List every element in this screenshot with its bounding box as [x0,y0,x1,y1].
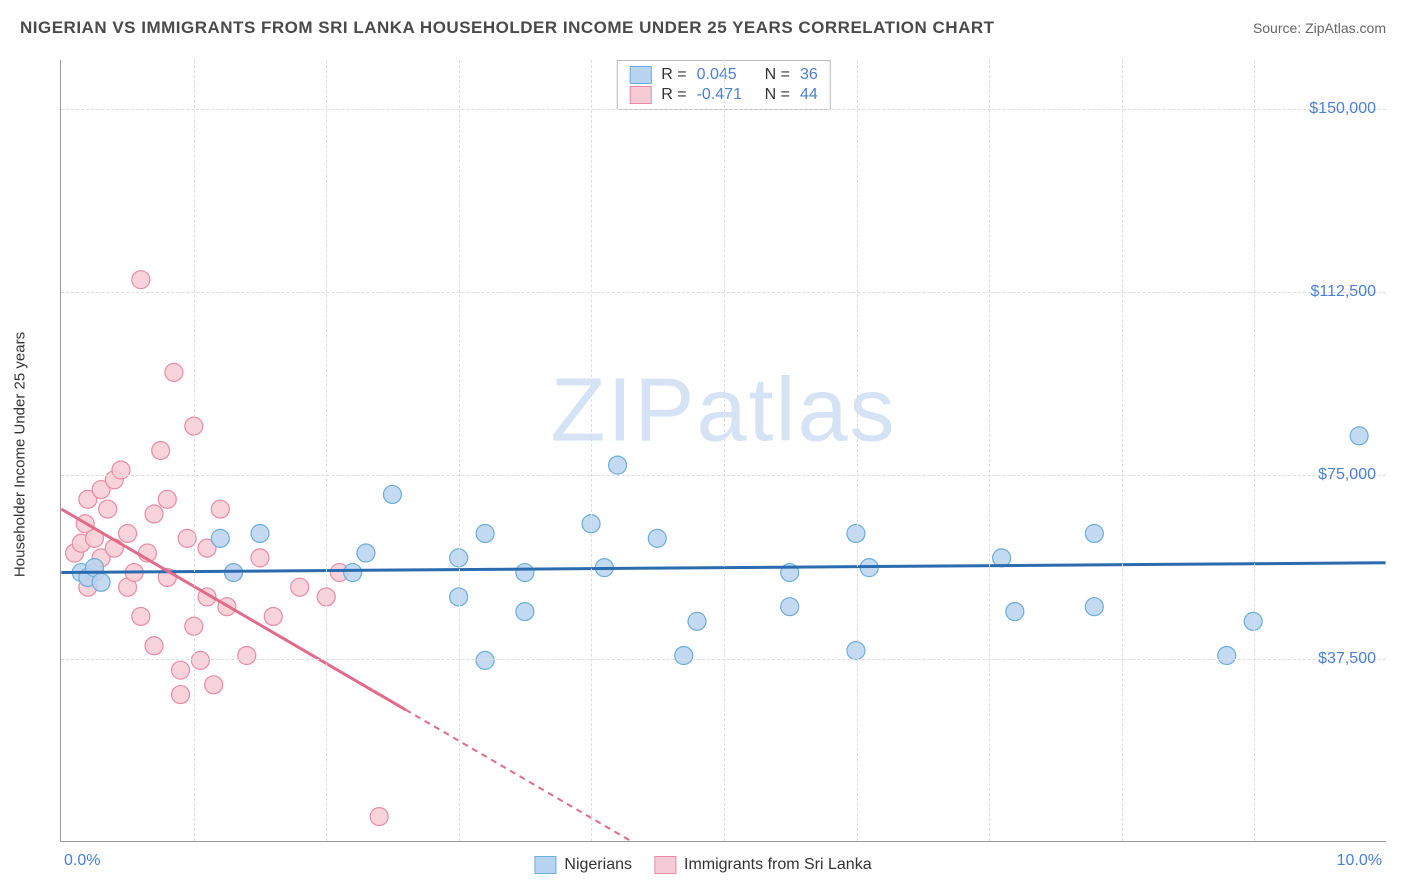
scatter-point [105,539,123,557]
scatter-point [132,271,150,289]
legend-swatch [629,86,651,104]
stats-n-label: N = [765,86,790,104]
stats-n-value: 44 [800,86,818,104]
scatter-point [1085,524,1103,542]
gridline-vertical [724,60,725,841]
legend-swatch [629,66,651,84]
scatter-point [158,490,176,508]
scatter-point [152,442,170,460]
scatter-point [291,578,309,596]
scatter-point [516,564,534,582]
scatter-point [165,363,183,381]
stats-n-value: 36 [800,66,818,84]
chart-title: NIGERIAN VS IMMIGRANTS FROM SRI LANKA HO… [20,18,995,38]
scatter-point [609,456,627,474]
gridline-vertical [989,60,990,841]
chart-plot-area: ZIPatlas R =0.045N =36R =-0.471N =44 $37… [60,60,1386,842]
legend-label: Nigerians [564,856,632,874]
scatter-point [251,524,269,542]
stats-r-label: R = [661,86,686,104]
scatter-point [476,524,494,542]
gridline-vertical [857,60,858,841]
scatter-point [119,524,137,542]
scatter-point [344,564,362,582]
scatter-point [383,485,401,503]
scatter-point [1244,612,1262,630]
scatter-point [1085,598,1103,616]
scatter-point [688,612,706,630]
y-tick-label: $75,000 [1318,466,1376,484]
y-tick-label: $112,500 [1310,283,1376,301]
scatter-point [132,607,150,625]
scatter-point [145,637,163,655]
gridline-vertical [194,60,195,841]
scatter-point [211,500,229,518]
scatter-point [172,661,190,679]
gridline-vertical [1122,60,1123,841]
stats-r-value: 0.045 [697,66,755,84]
gridline-vertical [459,60,460,841]
source-attribution: Source: ZipAtlas.com [1253,20,1386,36]
gridline-vertical [326,60,327,841]
scatter-point [648,529,666,547]
legend-label: Immigrants from Sri Lanka [684,856,872,874]
scatter-point [205,676,223,694]
scatter-point [476,651,494,669]
trend-line [61,509,405,710]
stats-r-value: -0.471 [697,86,755,104]
x-axis-max-label: 10.0% [1337,852,1382,870]
scatter-point [92,573,110,591]
legend-item: Nigerians [534,856,632,874]
x-axis-min-label: 0.0% [64,852,100,870]
scatter-point [145,505,163,523]
scatter-point [781,598,799,616]
scatter-point [99,500,117,518]
scatter-point [675,647,693,665]
scatter-point [264,607,282,625]
legend-item: Immigrants from Sri Lanka [654,856,872,874]
scatter-point [1350,427,1368,445]
scatter-point [211,529,229,547]
scatter-point [251,549,269,567]
scatter-point [1218,647,1236,665]
trend-line-dashed [406,710,631,841]
gridline-vertical [591,60,592,841]
legend-swatch [654,856,676,874]
scatter-point [238,647,256,665]
series-legend: Nigerians Immigrants from Sri Lanka [534,856,871,874]
y-tick-label: $150,000 [1309,100,1376,118]
scatter-point [172,686,190,704]
y-tick-label: $37,500 [1318,650,1376,668]
gridline-vertical [1254,60,1255,841]
scatter-point [370,808,388,826]
scatter-point [1006,603,1024,621]
stats-r-label: R = [661,66,686,84]
scatter-point [516,603,534,621]
legend-swatch [534,856,556,874]
y-axis-label: Householder Income Under 25 years [12,332,29,577]
stats-n-label: N = [765,66,790,84]
scatter-point [357,544,375,562]
